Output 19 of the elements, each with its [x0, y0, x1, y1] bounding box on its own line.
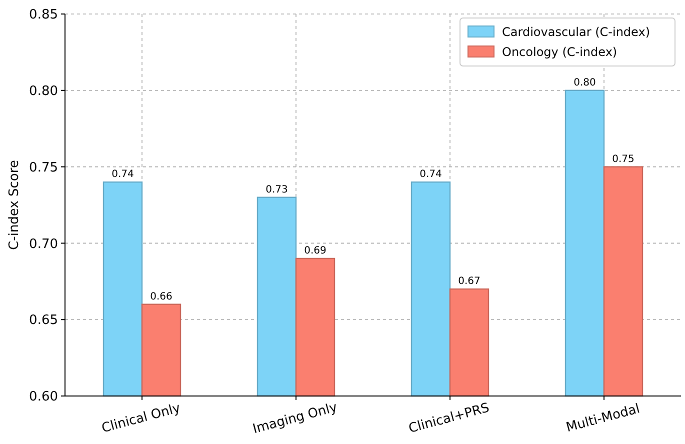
data-label: 0.66	[150, 291, 172, 302]
y-tick-label: 0.80	[29, 84, 58, 99]
y-tick-label: 0.70	[29, 236, 58, 252]
data-label: 0.67	[458, 276, 480, 288]
y-axis-title: C-index Score	[7, 160, 22, 250]
y-tick-label: 0.65	[29, 313, 58, 328]
data-label: 0.74	[112, 169, 134, 180]
data-label: 0.80	[574, 77, 596, 88]
data-label: 0.74	[420, 169, 442, 180]
y-tick-label: 0.85	[29, 8, 58, 23]
legend-label: Oncology (C-index)	[502, 45, 618, 60]
legend-label: Cardiovascular (C-index)	[502, 25, 650, 40]
y-tick-label: 0.60	[29, 390, 58, 405]
data-label: 0.75	[612, 154, 634, 165]
x-tick-label: Clinical Only	[100, 400, 182, 436]
x-tick-label: Imaging Only	[251, 400, 340, 438]
data-label: 0.69	[304, 245, 326, 256]
data-label: 0.73	[266, 184, 288, 196]
y-tick-label: 0.75	[29, 160, 58, 176]
